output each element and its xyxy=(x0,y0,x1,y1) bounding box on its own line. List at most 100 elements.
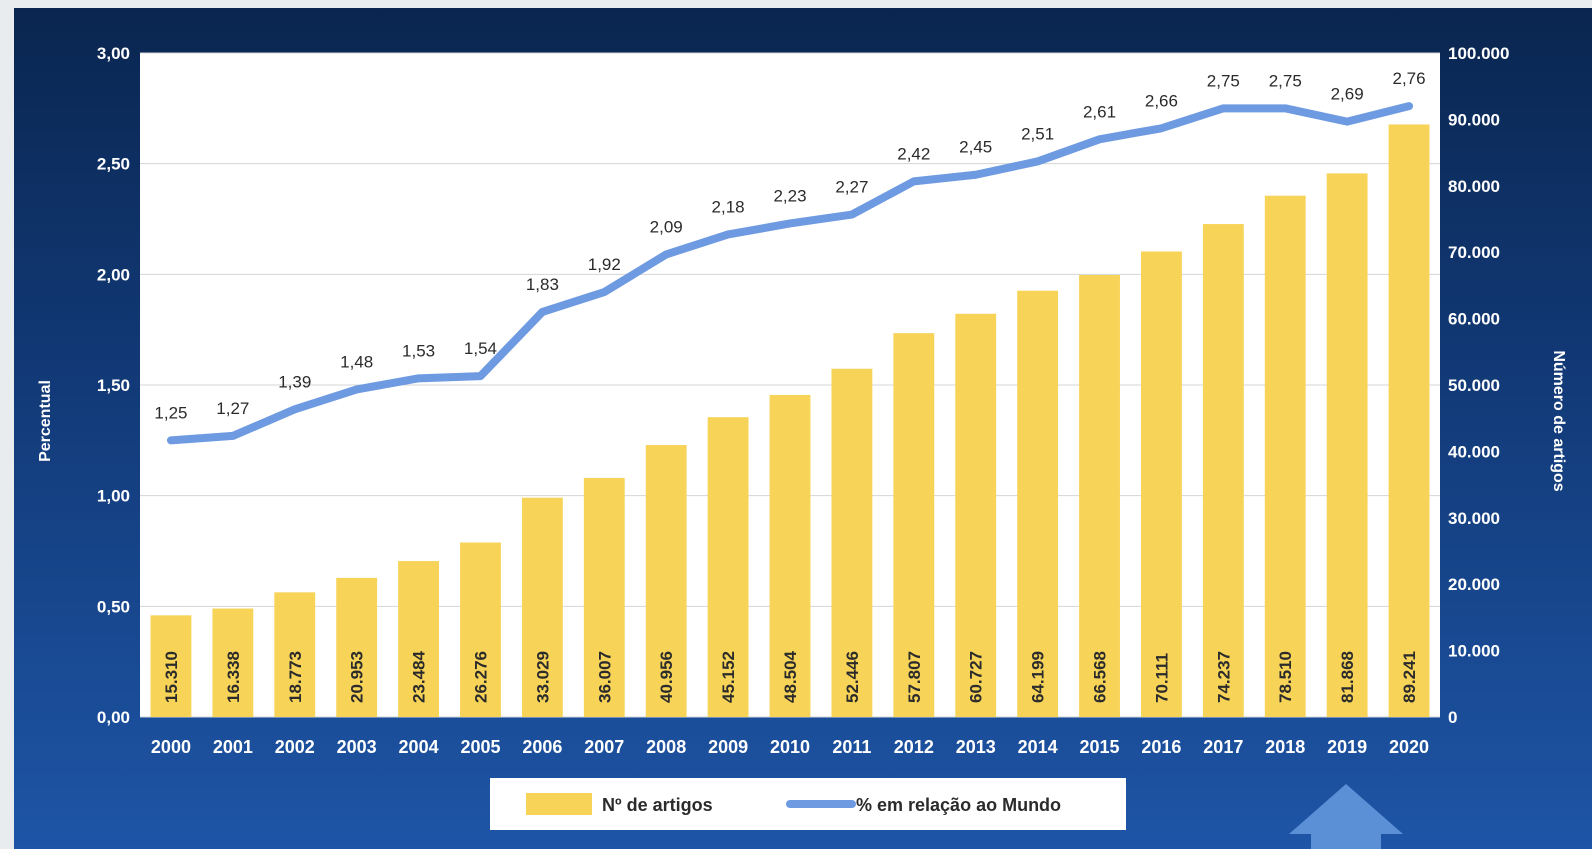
bar xyxy=(583,477,625,717)
x-axis-tick: 2013 xyxy=(956,737,996,757)
x-axis-tick: 2016 xyxy=(1141,737,1181,757)
bar xyxy=(707,417,749,717)
right-axis-tick: 10.000 xyxy=(1448,642,1500,661)
left-axis-tick: 0,00 xyxy=(97,708,130,727)
legend-bar-label: Nº de artigos xyxy=(602,795,713,815)
bar-value-label: 33.029 xyxy=(533,651,552,703)
chart-frame: 15.310 16.338 18.773 20.953 23.484 26.276 33.0… xyxy=(14,8,1592,849)
right-axis-tick: 90.000 xyxy=(1448,110,1500,129)
bar-value-label: 36.007 xyxy=(595,651,614,703)
bar xyxy=(274,592,316,717)
bar-value-label: 74.237 xyxy=(1214,651,1233,703)
bar-series xyxy=(150,124,1430,718)
bar-value-label: 64.199 xyxy=(1029,651,1048,703)
left-axis-tick: 2,50 xyxy=(97,155,130,174)
bar xyxy=(955,313,997,717)
x-axis-tick: 2009 xyxy=(708,737,748,757)
bar-value-label: 15.310 xyxy=(162,651,181,703)
line-point-label: 2,76 xyxy=(1393,69,1426,88)
x-axis-tick: 2004 xyxy=(399,737,439,757)
legend-bar-swatch xyxy=(526,793,592,815)
x-axis-tick: 2018 xyxy=(1265,737,1305,757)
bar xyxy=(460,542,501,717)
x-axis-tick: 2020 xyxy=(1389,737,1429,757)
chart: 15.310 16.338 18.773 20.953 23.484 26.276 33.0… xyxy=(37,44,1567,849)
line-point-label: 1,54 xyxy=(464,339,497,358)
x-axis-tick: 2017 xyxy=(1203,737,1243,757)
bar-value-label: 66.568 xyxy=(1091,651,1110,703)
line-point-label: 2,75 xyxy=(1269,71,1302,90)
line-point-label: 2,18 xyxy=(712,197,745,216)
bar-value-label: 81.868 xyxy=(1338,651,1357,703)
right-axis-tick: 30.000 xyxy=(1448,509,1500,528)
left-axis-tick: 1,00 xyxy=(97,487,130,506)
x-axis-tick: 2000 xyxy=(151,737,191,757)
bar xyxy=(769,394,811,717)
bar xyxy=(1079,274,1120,717)
x-axis-tick: 2008 xyxy=(646,737,686,757)
right-axis-tick: 80.000 xyxy=(1448,177,1500,196)
line-point-label: 2,42 xyxy=(897,144,930,163)
right-axis-tick: 40.000 xyxy=(1448,442,1500,461)
bar xyxy=(1326,173,1368,717)
bar-value-label: 78.510 xyxy=(1276,651,1295,703)
bar xyxy=(398,561,439,717)
bar-value-labels: 15.310 16.338 18.773 20.953 23.484 26.276 33.0… xyxy=(162,650,1419,703)
x-axis-tick: 2014 xyxy=(1018,737,1058,757)
x-axis-tick: 2012 xyxy=(894,737,934,757)
line-point-label: 1,83 xyxy=(526,275,559,294)
left-axis-title: Percentual xyxy=(37,380,54,462)
x-axis-tick: 2011 xyxy=(832,737,871,757)
line-point-label: 2,09 xyxy=(650,217,683,236)
right-axis-tick: 20.000 xyxy=(1448,575,1500,594)
bar-value-label: 70.111 xyxy=(1152,653,1171,703)
right-axis-ticks: 0 10.000 20.000 30.000 40.000 50.000 60.000 70.… xyxy=(1448,44,1509,727)
line-point-label: 2,23 xyxy=(773,186,806,205)
x-axis-tick: 2010 xyxy=(770,737,810,757)
line-point-label: 1,39 xyxy=(278,372,311,391)
bar xyxy=(831,368,873,717)
bar-value-label: 20.953 xyxy=(348,651,367,703)
x-axis-tick: 2007 xyxy=(584,737,624,757)
left-axis-tick: 2,00 xyxy=(97,265,130,284)
right-axis-title: Número de artigos xyxy=(1550,350,1567,491)
bar-value-label: 57.807 xyxy=(905,651,924,703)
line-point-label: 2,69 xyxy=(1331,85,1364,104)
bar xyxy=(212,608,254,717)
bar-value-label: 40.956 xyxy=(657,651,676,703)
bar xyxy=(150,615,192,717)
left-axis-tick: 0,50 xyxy=(97,597,130,616)
line-point-label: 2,45 xyxy=(959,138,992,157)
bar xyxy=(521,497,563,717)
line-point-label: 2,51 xyxy=(1021,124,1054,143)
bar-value-label: 16.338 xyxy=(224,651,243,703)
x-axis-tick: 2002 xyxy=(275,737,315,757)
bar-value-label: 26.276 xyxy=(471,651,490,703)
x-axis-tick: 2003 xyxy=(337,737,377,757)
right-axis-tick: 100.000 xyxy=(1448,44,1509,63)
bar xyxy=(645,445,687,717)
line-point-label: 1,48 xyxy=(340,352,373,371)
line-point-label: 1,92 xyxy=(588,255,621,274)
left-axis-tick: 3,00 xyxy=(97,44,130,63)
bar xyxy=(1264,195,1306,717)
left-axis-ticks: 0,00 0,50 1,00 1,50 2,00 2,50 3,00 xyxy=(97,44,130,727)
bar-value-label: 60.727 xyxy=(967,651,986,703)
bar xyxy=(1017,290,1059,717)
bar xyxy=(1388,124,1430,717)
line-series xyxy=(166,102,1414,445)
right-axis-tick: 70.000 xyxy=(1448,243,1500,262)
bar xyxy=(893,333,935,717)
line-point-label: 1,27 xyxy=(216,399,249,418)
x-axis-tick: 2015 xyxy=(1080,737,1120,757)
line-point-label: 2,61 xyxy=(1083,102,1116,121)
up-arrow-icon xyxy=(1289,784,1403,849)
bar-value-label: 45.152 xyxy=(719,651,738,703)
right-axis-tick: 60.000 xyxy=(1448,310,1500,329)
bar-value-label: 23.484 xyxy=(410,650,429,703)
line-point-labels: 1,25 1,27 1,39 1,48 1,53 1,54 1,83 1,92 2,09 2,18… xyxy=(154,69,1425,422)
x-axis-ticks: 2000 2001 2002 2003 2004 2005 2006 2007 2008 2009… xyxy=(151,737,1429,757)
bar-value-label: 48.504 xyxy=(781,650,800,703)
line-point-label: 1,53 xyxy=(402,341,435,360)
x-axis-tick: 2001 xyxy=(213,737,253,757)
